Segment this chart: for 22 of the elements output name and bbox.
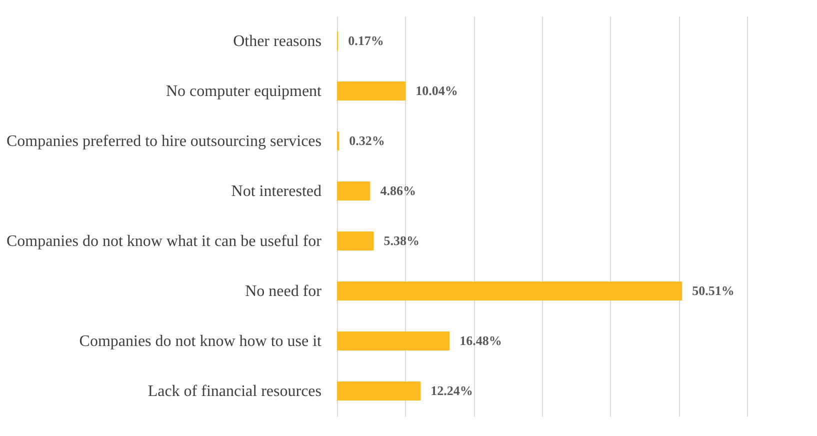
data-label: 10.04% xyxy=(416,83,458,98)
bar xyxy=(337,182,370,200)
y-tick-label: No need for xyxy=(245,283,322,300)
y-tick-label: Not interested xyxy=(231,183,322,200)
bar xyxy=(337,382,421,400)
y-tick-label: Companies do not know how to use it xyxy=(79,333,322,350)
y-tick-label: Other reasons xyxy=(233,33,322,50)
data-label: 4.86% xyxy=(380,183,416,198)
y-tick-label: No computer equipment xyxy=(166,83,322,100)
data-label: 16.48% xyxy=(460,333,502,348)
data-label: 0.32% xyxy=(349,133,385,148)
bar xyxy=(337,232,374,250)
data-label: 0.17% xyxy=(348,33,384,48)
data-label: 12.24% xyxy=(430,383,473,398)
data-label: 50.51% xyxy=(692,283,734,298)
bar xyxy=(337,282,682,300)
data-label: 5.38% xyxy=(384,233,420,248)
bar xyxy=(337,332,450,350)
y-tick-label: Companies preferred to hire outsourcing services xyxy=(6,133,322,150)
y-tick-label: Lack of financial resources xyxy=(148,383,322,400)
y-tick-label: Companies do not know what it can be useful for xyxy=(6,233,322,250)
bar xyxy=(337,82,406,100)
